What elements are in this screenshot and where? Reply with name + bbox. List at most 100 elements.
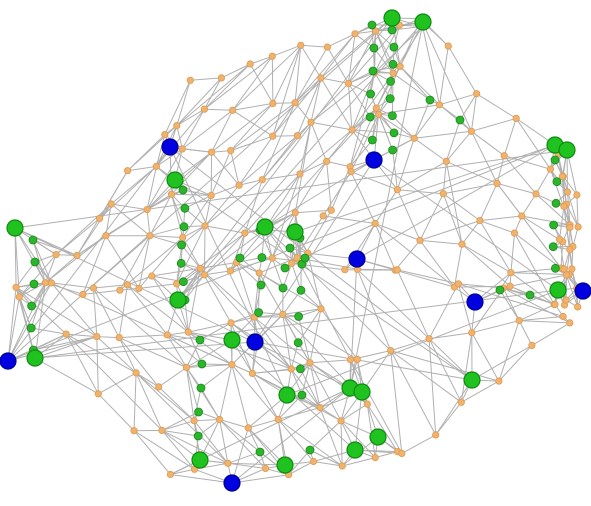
node-tan (42, 280, 48, 286)
node-green_small (286, 244, 294, 252)
node-tan (320, 213, 326, 219)
node-tan (436, 102, 442, 108)
node-tan (228, 320, 234, 326)
node-tan (508, 270, 514, 276)
node-tan (103, 233, 109, 239)
node-tan (136, 285, 142, 291)
node-tan (245, 425, 251, 431)
node-tan (108, 201, 114, 207)
node-green_big (550, 282, 566, 298)
node-tan (216, 416, 222, 422)
node-tan (179, 146, 185, 152)
node-tan (445, 43, 451, 49)
node-tan (133, 370, 139, 376)
node-tan (494, 180, 500, 186)
node-green_small (553, 178, 561, 186)
node-green_small (368, 21, 376, 29)
node-tan (397, 63, 403, 69)
node-tan (373, 105, 379, 111)
node-tan (294, 255, 300, 261)
node-blue_big (247, 334, 263, 350)
node-green_big (370, 429, 386, 445)
node-tan (564, 189, 570, 195)
node-tan (131, 428, 137, 434)
node-tan (563, 297, 569, 303)
node-green_small (179, 278, 187, 286)
node-tan (567, 224, 573, 230)
node-tan (372, 220, 378, 226)
node-tan (173, 281, 179, 287)
node-green_small (390, 43, 398, 51)
node-green_small (389, 60, 397, 68)
node-tan (183, 364, 189, 370)
node-tan (270, 133, 276, 139)
node-tan (242, 230, 248, 236)
node-green_big (224, 332, 240, 348)
node-tan (180, 234, 186, 240)
node-green_big (279, 387, 295, 403)
node-tan (458, 399, 464, 405)
node-green_small (180, 223, 188, 231)
node-tan (556, 236, 562, 242)
node-tan (164, 332, 170, 338)
node-tan (13, 284, 19, 290)
node-tan (574, 192, 580, 198)
node-green_big (464, 372, 480, 388)
node-tan (533, 191, 539, 197)
node-green_small (390, 129, 398, 137)
node-tan (159, 427, 165, 433)
node-green_big (257, 219, 273, 235)
node-tan (168, 191, 174, 197)
node-green_small (255, 309, 263, 317)
node-tan (94, 333, 100, 339)
node-green_small (388, 26, 396, 34)
node-blue_big (575, 283, 591, 299)
node-green_small (295, 313, 303, 321)
node-tan (191, 418, 197, 424)
node-tan (364, 401, 370, 407)
node-tan (153, 163, 159, 169)
node-tan (501, 153, 507, 159)
node-green_small (549, 243, 557, 251)
node-tan (559, 173, 565, 179)
node-blue_big (162, 139, 178, 155)
node-tan (90, 285, 96, 291)
node-green_small (181, 204, 189, 212)
node-green_small (177, 259, 185, 267)
node-tan (288, 366, 294, 372)
node-green_small (296, 365, 304, 373)
node-green_small (27, 324, 35, 332)
node-green_small (257, 281, 265, 289)
node-tan (317, 404, 323, 410)
node-tan (147, 233, 153, 239)
node-tan (318, 306, 324, 312)
node-tan (16, 294, 22, 300)
node-tan (468, 128, 474, 134)
node-tan (292, 210, 298, 216)
node-tan (433, 432, 439, 438)
node-green_small (196, 336, 204, 344)
node-tan (202, 223, 208, 229)
node-green_small (298, 391, 306, 399)
node-green_small (368, 136, 376, 144)
node-tan (292, 100, 298, 106)
node-tan (394, 187, 400, 193)
node-tan (372, 454, 378, 460)
node-tan (208, 149, 214, 155)
node-tan (149, 273, 155, 279)
node-tan (440, 191, 446, 197)
node-tan (375, 111, 381, 117)
node-tan (567, 246, 573, 252)
node-green_small (258, 254, 266, 262)
node-tan (459, 241, 465, 247)
node-tan (496, 378, 502, 384)
node-tan (227, 268, 233, 274)
node-green_small (297, 286, 305, 294)
node-tan (569, 266, 575, 272)
node-tan (560, 313, 566, 319)
node-tan (347, 357, 353, 363)
node-tan (197, 265, 203, 271)
node-blue_big (0, 353, 16, 369)
node-tan (352, 31, 358, 37)
node-tan (426, 336, 432, 342)
